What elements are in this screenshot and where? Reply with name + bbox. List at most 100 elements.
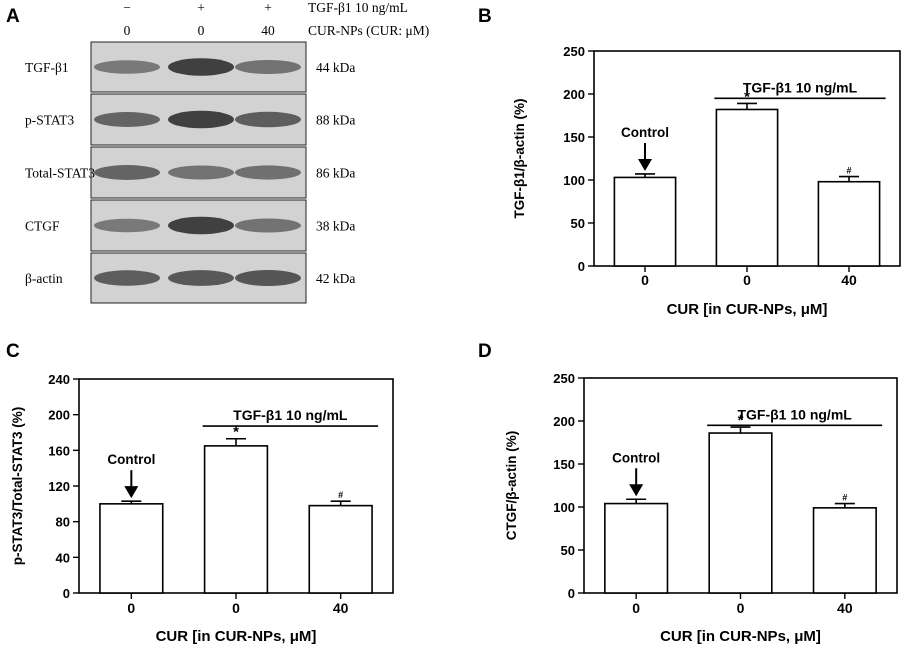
blot-band <box>168 216 234 235</box>
blot-band <box>235 111 301 128</box>
blot-row-label: TGF-β1 <box>25 60 69 75</box>
bar <box>203 445 269 594</box>
y-tick-label: 200 <box>48 408 70 423</box>
treatment-label: TGF-β1 10 ng/mL <box>743 79 858 95</box>
blot-header-tgf-lane1: − <box>123 0 131 15</box>
significance-hash: # <box>338 490 343 500</box>
blot-band <box>235 270 301 286</box>
blot-kda-label: 86 kDa <box>316 166 355 181</box>
blot-band <box>94 165 160 180</box>
x-tick-label: 0 <box>127 600 135 616</box>
blot-row-label: Total-STAT3 <box>25 166 95 181</box>
blot-header-cur-label: CUR-NPs (CUR: μM) <box>308 23 429 38</box>
y-tick-label: 50 <box>561 543 575 558</box>
panel-label-a: A <box>6 6 20 27</box>
bar <box>99 503 164 594</box>
x-tick-label: 0 <box>641 272 649 288</box>
blot-row-label: p-STAT3 <box>25 113 74 128</box>
y-tick-label: 80 <box>56 515 70 530</box>
significance-star: * <box>738 412 744 429</box>
bar <box>812 507 877 594</box>
blot-band <box>94 60 160 74</box>
y-tick-label: 0 <box>568 586 575 601</box>
significance-star: * <box>744 88 750 105</box>
blot-header-cur-lane3: 40 <box>261 23 275 38</box>
chart-panel-b: 0 50 100 150 200 250 TGF-β1/β-actin (%) CUR [in… <box>512 44 901 318</box>
western-blot-panel: − + + TGF-β1 10 ng/mL 0 0 40 CUR-NPs (CU… <box>25 0 429 304</box>
blot-band <box>235 165 301 180</box>
y-tick-label: 200 <box>563 87 585 102</box>
chart-panel-d: 0 50 100 150 200 250 CTGF/β-actin (%) CUR [in C… <box>504 371 898 645</box>
bar <box>613 176 677 267</box>
blot-row-label: β-actin <box>25 271 63 286</box>
y-tick-label: 250 <box>563 44 585 59</box>
y-tick-label: 150 <box>563 130 585 145</box>
blot-kda-label: 38 kDa <box>316 219 355 234</box>
y-tick-label: 240 <box>48 372 70 387</box>
blot-band <box>235 60 301 74</box>
x-tick-label: 0 <box>632 600 640 616</box>
y-tick-label: 120 <box>48 479 70 494</box>
y-axis-label: TGF-β1/β-actin (%) <box>512 99 527 219</box>
y-tick-label: 40 <box>56 550 70 565</box>
bar <box>817 180 881 267</box>
y-axis-label: p-STAT3/Total-STAT3 (%) <box>10 407 25 565</box>
blot-band <box>235 218 301 233</box>
y-axis-label: CTGF/β-actin (%) <box>504 431 519 540</box>
control-arrow-head <box>629 484 644 497</box>
control-label: Control <box>107 452 155 467</box>
y-tick-label: 100 <box>553 500 575 515</box>
y-tick-label: 0 <box>578 259 585 274</box>
blot-header-cur-lane1: 0 <box>124 23 131 38</box>
blot-band <box>168 110 234 129</box>
blot-band <box>94 270 160 286</box>
panel-label-d: D <box>478 341 492 362</box>
bar <box>308 504 373 594</box>
chart-panel-c: 0 40 80 120 160 200 240 p-STAT3/Total-STAT3 (%)… <box>10 372 394 645</box>
panel-label-b: B <box>478 6 492 27</box>
blot-kda-label: 44 kDa <box>316 60 355 75</box>
x-axis-label: CUR [in CUR-NPs, μM] <box>667 301 828 318</box>
significance-star: * <box>233 424 239 441</box>
y-tick-label: 50 <box>571 216 585 231</box>
blot-band <box>94 218 160 233</box>
panel-label-c: C <box>6 341 20 362</box>
control-arrow-head <box>124 486 139 499</box>
bar <box>604 502 669 594</box>
blot-header-cur-lane2: 0 <box>198 23 205 38</box>
blot-band <box>168 58 234 76</box>
x-tick-label: 0 <box>743 272 751 288</box>
y-tick-label: 200 <box>553 414 575 429</box>
x-tick-label: 40 <box>841 272 857 288</box>
bar <box>708 432 773 594</box>
y-tick-label: 150 <box>553 457 575 472</box>
control-label: Control <box>612 450 660 465</box>
x-tick-label: 0 <box>232 600 240 616</box>
blot-header-tgf-lane2: + <box>197 0 205 15</box>
x-axis-label: CUR [in CUR-NPs, μM] <box>660 628 821 645</box>
blot-band <box>94 112 160 127</box>
blot-header-tgf-lane3: + <box>264 0 272 15</box>
x-tick-label: 0 <box>737 600 745 616</box>
blot-kda-label: 88 kDa <box>316 113 355 128</box>
x-tick-label: 40 <box>333 600 349 616</box>
blot-header-tgf-label: TGF-β1 10 ng/mL <box>308 0 408 15</box>
treatment-label: TGF-β1 10 ng/mL <box>233 407 348 423</box>
y-tick-label: 0 <box>63 586 70 601</box>
y-tick-label: 160 <box>48 443 70 458</box>
control-label: Control <box>621 125 669 140</box>
bar <box>715 108 779 267</box>
x-tick-label: 40 <box>837 600 853 616</box>
control-arrow-head <box>638 158 652 171</box>
x-axis-label: CUR [in CUR-NPs, μM] <box>156 628 317 645</box>
blot-row-label: CTGF <box>25 219 60 234</box>
blot-band <box>168 165 234 180</box>
treatment-label: TGF-β1 10 ng/mL <box>737 406 852 422</box>
blot-band <box>168 270 234 286</box>
significance-hash: # <box>846 166 851 176</box>
significance-hash: # <box>842 493 847 503</box>
blot-kda-label: 42 kDa <box>316 271 355 286</box>
y-tick-label: 100 <box>563 173 585 188</box>
y-tick-label: 250 <box>553 371 575 386</box>
